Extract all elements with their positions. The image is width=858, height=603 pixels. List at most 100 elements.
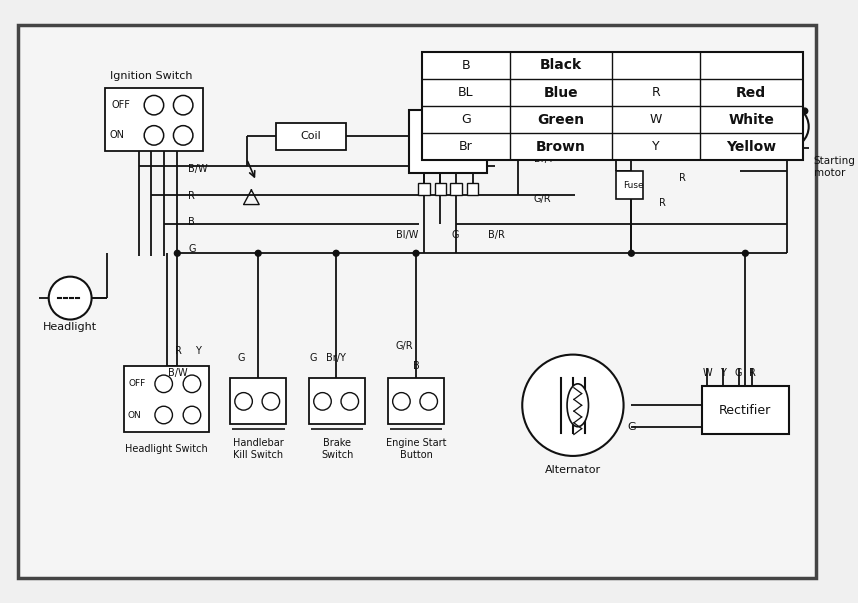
Bar — [702, 386, 789, 435]
Text: Bl/W: Bl/W — [396, 230, 419, 240]
Text: G: G — [740, 79, 749, 89]
Circle shape — [420, 393, 438, 410]
Bar — [616, 171, 643, 199]
Text: R: R — [659, 198, 666, 207]
Circle shape — [341, 393, 359, 410]
Text: G: G — [188, 244, 196, 254]
Text: CDI: CDI — [435, 134, 462, 148]
Bar — [575, 98, 624, 136]
Bar — [434, 183, 446, 195]
Bar — [422, 52, 802, 160]
Circle shape — [144, 125, 164, 145]
Text: Fuse: Fuse — [623, 180, 644, 189]
Bar — [418, 183, 430, 195]
Text: Ignition Switch: Ignition Switch — [110, 71, 192, 81]
Circle shape — [155, 375, 172, 393]
Bar — [467, 183, 479, 195]
Text: G: G — [238, 353, 245, 364]
Circle shape — [802, 108, 807, 114]
Text: Br: Br — [459, 140, 473, 153]
Text: Br/Y: Br/Y — [326, 353, 346, 364]
Text: Starter: Starter — [580, 73, 616, 83]
Text: G/R: G/R — [534, 194, 552, 204]
Text: Button: Button — [400, 450, 432, 460]
Circle shape — [628, 114, 634, 120]
Text: o: o — [606, 115, 611, 124]
Circle shape — [235, 393, 252, 410]
Text: Y: Y — [195, 346, 201, 356]
Ellipse shape — [567, 384, 589, 427]
Text: Battery: Battery — [679, 120, 725, 133]
Text: Engine Start: Engine Start — [386, 438, 446, 448]
Text: OFF: OFF — [129, 379, 146, 388]
Text: R: R — [638, 139, 645, 149]
Text: Brown: Brown — [536, 140, 586, 154]
Text: Red: Red — [736, 86, 766, 99]
Text: B/W: B/W — [188, 163, 208, 174]
Circle shape — [413, 250, 419, 256]
Bar — [492, 98, 546, 133]
Bar — [106, 87, 202, 151]
Text: Green: Green — [537, 113, 584, 127]
Text: B: B — [462, 59, 470, 72]
Text: Y: Y — [720, 368, 726, 378]
Text: White: White — [728, 113, 774, 127]
Text: R: R — [652, 86, 661, 99]
Text: ON: ON — [110, 130, 124, 140]
Circle shape — [523, 107, 541, 125]
Circle shape — [262, 393, 280, 410]
Text: Headlight Switch: Headlight Switch — [125, 444, 208, 454]
Circle shape — [144, 95, 164, 115]
Circle shape — [314, 393, 331, 410]
Text: G/R: G/R — [396, 341, 414, 351]
Text: Handlebar: Handlebar — [233, 438, 284, 448]
Bar — [309, 378, 366, 424]
Text: B/W: B/W — [168, 368, 188, 378]
Circle shape — [173, 95, 193, 115]
Circle shape — [393, 393, 410, 410]
Text: G: G — [461, 113, 471, 126]
Text: motor: motor — [813, 168, 845, 178]
Circle shape — [628, 250, 634, 256]
Text: Blue: Blue — [544, 86, 578, 99]
Circle shape — [333, 250, 339, 256]
Text: G: G — [734, 368, 742, 378]
Text: OFF: OFF — [112, 100, 130, 110]
Text: Black: Black — [540, 58, 582, 72]
Text: R: R — [749, 368, 756, 378]
Text: BL: BL — [458, 86, 474, 99]
Text: +: + — [672, 107, 682, 119]
Bar — [582, 107, 599, 119]
Bar — [450, 183, 462, 195]
Text: Brake: Brake — [323, 438, 351, 448]
Text: Starting: Starting — [813, 156, 855, 166]
Text: W: W — [703, 368, 712, 378]
Circle shape — [183, 375, 201, 393]
Text: R: R — [679, 173, 686, 183]
Circle shape — [742, 250, 748, 256]
Bar — [230, 378, 287, 424]
Text: Headlight: Headlight — [43, 323, 97, 332]
Bar — [124, 366, 209, 432]
Text: R: R — [188, 191, 195, 201]
Circle shape — [256, 250, 261, 256]
Text: Yellow: Yellow — [726, 140, 776, 154]
Circle shape — [155, 406, 172, 424]
Text: Coil: Coil — [300, 131, 321, 141]
Bar — [682, 90, 696, 100]
Text: Kill Switch: Kill Switch — [233, 450, 283, 460]
Text: Br/Y: Br/Y — [534, 154, 553, 164]
Text: Y: Y — [652, 140, 660, 153]
Text: W: W — [650, 113, 662, 126]
Circle shape — [174, 250, 180, 256]
Text: Rectifier: Rectifier — [719, 403, 771, 417]
Text: o: o — [606, 103, 611, 112]
Circle shape — [49, 277, 92, 320]
Text: Rear Tether: Rear Tether — [486, 73, 546, 83]
Text: G: G — [627, 421, 636, 432]
Bar — [409, 110, 487, 174]
Text: o: o — [529, 111, 535, 121]
Text: Kill Switch: Kill Switch — [490, 84, 543, 95]
Circle shape — [173, 125, 193, 145]
Text: B: B — [413, 361, 420, 371]
